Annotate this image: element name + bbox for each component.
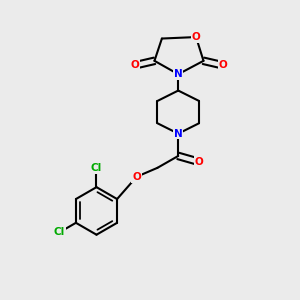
- Text: Cl: Cl: [91, 163, 102, 173]
- Text: O: O: [218, 60, 227, 70]
- Text: O: O: [132, 172, 141, 182]
- Text: N: N: [174, 69, 183, 79]
- Text: N: N: [174, 129, 183, 139]
- Text: Cl: Cl: [54, 227, 65, 238]
- Text: O: O: [131, 60, 140, 70]
- Text: O: O: [192, 32, 200, 42]
- Text: O: O: [195, 157, 203, 167]
